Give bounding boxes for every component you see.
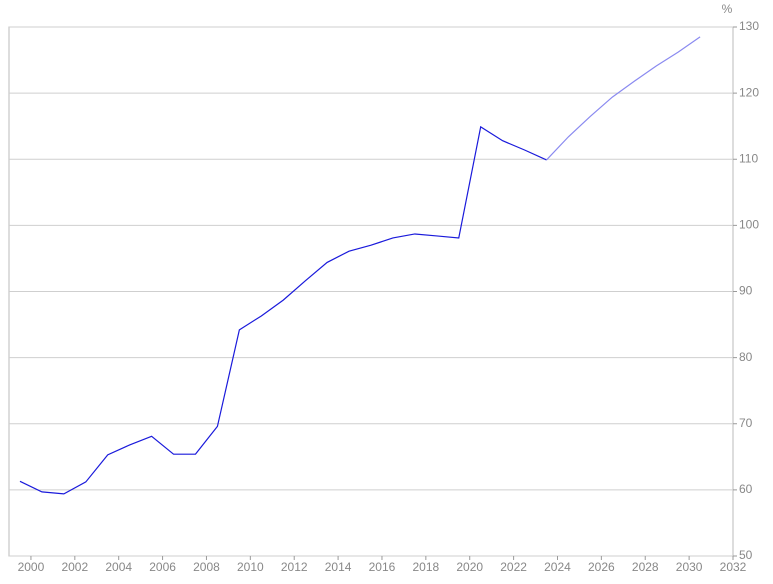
x-tick-label: 2032 xyxy=(720,560,747,574)
x-tick-label: 2026 xyxy=(588,560,615,574)
x-tick-label: 2010 xyxy=(237,560,264,574)
y-tick-label: 120 xyxy=(739,85,759,99)
x-tick-label: 2014 xyxy=(325,560,352,574)
series-line xyxy=(19,125,547,495)
x-tick-label: 2024 xyxy=(544,560,571,574)
y-tick-label: 50 xyxy=(739,548,753,562)
series-line xyxy=(546,36,701,161)
y-unit: % xyxy=(722,2,733,16)
x-tick-label: 2000 xyxy=(18,560,45,574)
x-tick-label: 2028 xyxy=(632,560,659,574)
x-tick-label: 2002 xyxy=(61,560,88,574)
x-tick-label: 2020 xyxy=(456,560,483,574)
x-tick-label: 2008 xyxy=(193,560,220,574)
x-tick-label: 2012 xyxy=(281,560,308,574)
y-tick-label: 100 xyxy=(739,218,759,232)
y-tick-label: 110 xyxy=(739,151,758,165)
x-tick-label: 2006 xyxy=(149,560,176,574)
x-tick-label: 2004 xyxy=(105,560,132,574)
x-tick-label: 2022 xyxy=(500,560,527,574)
y-tick-label: 70 xyxy=(739,416,753,430)
x-tick-label: 2030 xyxy=(676,560,703,574)
y-tick-label: 80 xyxy=(739,350,753,364)
y-tick-label: 60 xyxy=(739,482,753,496)
y-tick-label: 90 xyxy=(739,284,753,298)
x-tick-label: 2016 xyxy=(369,560,396,574)
x-tick-label: 2018 xyxy=(412,560,439,574)
y-tick-label: 130 xyxy=(739,19,759,33)
